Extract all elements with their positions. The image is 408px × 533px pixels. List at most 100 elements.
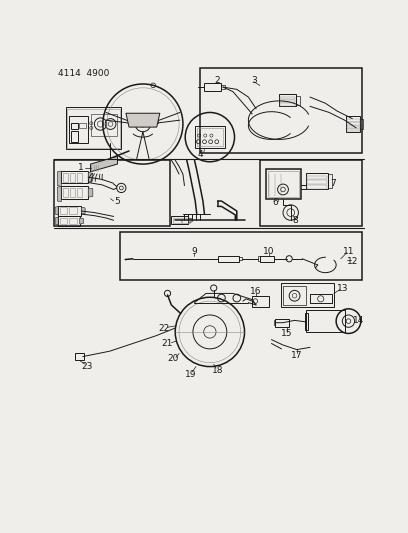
Bar [282, 284, 334, 306]
Bar [280, 97, 295, 99]
Bar [60, 218, 67, 224]
Text: 15: 15 [281, 329, 293, 338]
Polygon shape [80, 218, 84, 224]
Bar [173, 218, 181, 223]
Bar [200, 68, 361, 152]
Polygon shape [55, 206, 58, 215]
Bar [260, 160, 362, 227]
Bar [70, 188, 75, 197]
Polygon shape [91, 156, 118, 172]
Bar [71, 123, 78, 130]
Bar [182, 218, 190, 223]
Bar [279, 94, 296, 106]
Bar [305, 313, 308, 329]
Text: 3: 3 [251, 76, 257, 85]
Text: 7: 7 [330, 179, 336, 188]
Text: 5: 5 [115, 197, 120, 206]
Bar [77, 188, 82, 197]
Text: 18: 18 [212, 366, 223, 375]
Bar [307, 185, 327, 189]
Polygon shape [88, 173, 93, 182]
Text: 19: 19 [185, 370, 196, 379]
Bar [71, 131, 78, 142]
Text: 1: 1 [78, 164, 84, 172]
Bar [141, 119, 148, 123]
Bar [360, 119, 363, 130]
Bar [306, 173, 328, 189]
Bar [274, 320, 275, 325]
Bar [79, 123, 86, 128]
Text: 20: 20 [167, 354, 179, 364]
Text: 14: 14 [353, 316, 364, 325]
Bar [266, 169, 301, 199]
Bar [197, 128, 223, 147]
Text: 16: 16 [251, 287, 262, 296]
Bar [252, 296, 269, 306]
Text: 10: 10 [264, 247, 275, 255]
Bar [280, 103, 295, 106]
Text: 8: 8 [293, 216, 298, 225]
Bar [61, 187, 88, 199]
Bar [346, 116, 360, 132]
Bar [307, 175, 327, 180]
Text: 4114  4900: 4114 4900 [58, 69, 110, 78]
Polygon shape [58, 187, 61, 202]
Text: 6: 6 [273, 198, 278, 207]
Text: 13: 13 [337, 284, 349, 293]
Bar [347, 119, 360, 122]
Text: 17: 17 [291, 351, 303, 360]
Bar [239, 257, 242, 260]
Bar [66, 107, 121, 149]
Bar [268, 171, 299, 197]
Bar [260, 256, 274, 262]
Bar [61, 171, 88, 183]
Polygon shape [81, 207, 85, 214]
Bar [204, 83, 222, 91]
Bar [307, 180, 327, 184]
Bar [310, 294, 332, 303]
Bar [69, 218, 77, 224]
Bar [195, 126, 224, 148]
Bar [306, 310, 345, 332]
Text: 11: 11 [343, 247, 354, 255]
Bar [70, 173, 75, 182]
Bar [347, 123, 360, 125]
Bar [58, 216, 80, 225]
Bar [347, 128, 360, 131]
Bar [151, 119, 158, 123]
Bar [60, 207, 67, 214]
Text: 21: 21 [162, 339, 173, 348]
Polygon shape [126, 113, 160, 127]
Text: 9: 9 [192, 247, 197, 255]
Bar [54, 160, 170, 227]
Bar [222, 85, 224, 90]
Bar [217, 256, 239, 262]
Bar [120, 232, 362, 280]
Bar [347, 126, 360, 128]
Text: 22: 22 [158, 324, 169, 333]
Text: 2: 2 [215, 76, 220, 85]
Bar [296, 95, 300, 105]
Bar [69, 207, 77, 214]
Bar [275, 319, 289, 327]
Bar [258, 256, 260, 261]
Bar [63, 188, 68, 197]
Polygon shape [88, 188, 93, 197]
Text: 23: 23 [81, 362, 92, 371]
Bar [283, 286, 306, 305]
Bar [280, 100, 295, 102]
Bar [131, 119, 138, 123]
Polygon shape [188, 218, 192, 223]
Bar [69, 116, 88, 143]
Bar [75, 353, 84, 360]
Bar [328, 174, 332, 188]
Polygon shape [55, 217, 58, 225]
Text: 4: 4 [198, 150, 204, 158]
Text: 12: 12 [347, 257, 358, 266]
Bar [63, 173, 68, 182]
Bar [58, 206, 81, 216]
Bar [77, 173, 82, 182]
Bar [67, 109, 120, 148]
Bar [91, 114, 117, 135]
Bar [171, 216, 188, 224]
